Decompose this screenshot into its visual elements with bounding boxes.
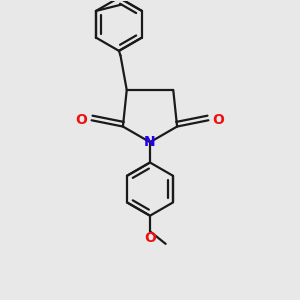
Text: O: O (76, 113, 87, 127)
Text: O: O (144, 231, 156, 245)
Text: O: O (213, 113, 224, 127)
Text: N: N (144, 135, 156, 149)
